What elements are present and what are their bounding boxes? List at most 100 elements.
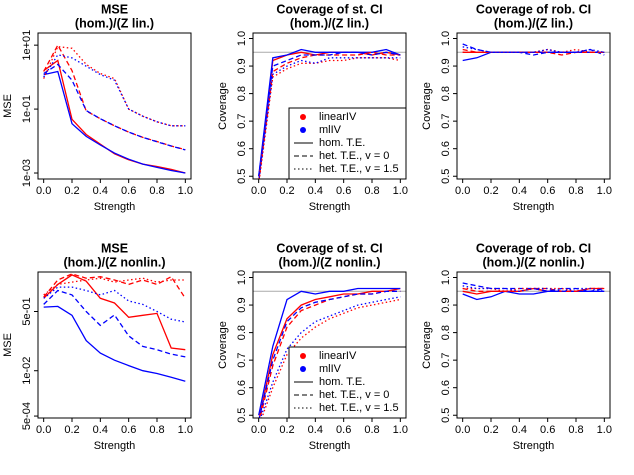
- series-line: [43, 54, 186, 127]
- x-tick-label: 0.6: [121, 185, 136, 197]
- panel: Coverage of rob. CI(hom.)/(Z nonlin.) Str…: [421, 241, 612, 452]
- legend-swatch: [300, 127, 306, 133]
- y-tick-label: 0.7: [236, 114, 248, 129]
- series-line: [43, 274, 186, 351]
- chart-title: MSE: [101, 241, 128, 255]
- series-line: [258, 287, 401, 416]
- chart-subtitle: (hom.)/(Z nonlin.): [278, 255, 380, 269]
- x-tick-label: 0.6: [540, 185, 555, 197]
- chart-title: Coverage of st. CI: [276, 241, 382, 255]
- series-line: [462, 290, 605, 301]
- panel: Coverage of st. CI(hom.)/(Z lin.) Strengt…: [217, 2, 408, 213]
- legend-label: het. T.E., v = 1.5: [319, 402, 399, 414]
- y-tick-label: 0.5: [440, 169, 452, 184]
- y-tick-label: 0.7: [440, 353, 452, 368]
- y-tick-label: 1e+01: [21, 30, 33, 61]
- chart-subtitle: (hom.)/(Z nonlin.): [482, 255, 584, 269]
- x-tick-label: 0.0: [251, 424, 266, 436]
- x-axis-label: Strength: [309, 201, 351, 213]
- y-tick-label: 1.0: [440, 270, 452, 285]
- y-tick-label: 0.9: [440, 297, 452, 312]
- y-axis-label: Coverage: [421, 321, 433, 369]
- series-line: [462, 282, 605, 292]
- x-tick-label: 0.2: [483, 185, 498, 197]
- y-tick-label: 0.8: [440, 86, 452, 101]
- panel: Coverage of st. CI(hom.)/(Z nonlin.) Stre…: [217, 241, 408, 452]
- y-tick-label: 1e-02: [21, 357, 33, 385]
- legend-label: mlIV: [319, 124, 342, 136]
- y-tick-label: 0.5: [236, 169, 248, 184]
- legend-label: linearIV: [319, 350, 357, 362]
- y-tick-label: 0.6: [440, 380, 452, 395]
- x-tick-label: 0.0: [455, 185, 470, 197]
- y-axis-label: MSE: [2, 94, 14, 118]
- y-tick-label: 0.9: [440, 58, 452, 73]
- y-tick-label: 1.0: [440, 31, 452, 46]
- y-axis-label: Coverage: [421, 82, 433, 130]
- series-line: [462, 51, 605, 62]
- x-tick-label: 0.2: [64, 185, 79, 197]
- series-line: [258, 290, 401, 418]
- x-tick-label: 1.0: [597, 185, 612, 197]
- x-tick-label: 1.0: [597, 424, 612, 436]
- x-axis-label: Strength: [94, 201, 136, 213]
- y-tick-label: 1.0: [236, 270, 248, 285]
- y-tick-label: 0.8: [236, 86, 248, 101]
- y-tick-label: 0.7: [440, 114, 452, 129]
- chart-title: Coverage of rob. CI: [476, 2, 591, 16]
- x-tick-label: 0.8: [149, 424, 164, 436]
- chart-subtitle: (hom.)/(Z lin.): [75, 16, 154, 30]
- series-line: [462, 287, 605, 295]
- chart-title: Coverage of rob. CI: [476, 241, 591, 255]
- y-tick-label: 5e-04: [21, 402, 33, 430]
- x-tick-label: 0.4: [93, 185, 108, 197]
- x-tick-label: 0.8: [364, 185, 379, 197]
- legend-label: het. T.E., v = 0: [319, 389, 389, 401]
- legend-label: het. T.E., v = 1.5: [319, 163, 399, 175]
- x-tick-label: 0.2: [279, 185, 294, 197]
- series-line: [258, 287, 401, 418]
- series-line: [258, 57, 401, 179]
- y-tick-label: 1.0: [236, 31, 248, 46]
- x-tick-label: 0.2: [483, 424, 498, 436]
- legend-label: mlIV: [319, 363, 342, 375]
- plot-frame: [37, 271, 192, 419]
- x-tick-label: 0.4: [512, 185, 527, 197]
- y-tick-label: 0.8: [236, 325, 248, 340]
- x-tick-label: 1.0: [178, 424, 193, 436]
- y-tick-label: 0.9: [236, 297, 248, 312]
- x-tick-label: 0.0: [36, 424, 51, 436]
- y-tick-label: 0.6: [236, 141, 248, 156]
- x-tick-label: 0.4: [308, 424, 323, 436]
- x-tick-label: 0.6: [336, 424, 351, 436]
- series-line: [43, 70, 186, 174]
- x-tick-label: 0.8: [149, 185, 164, 197]
- legend-label: het. T.E., v = 0: [319, 150, 389, 162]
- x-tick-label: 0.0: [455, 424, 470, 436]
- chart-title: MSE: [101, 2, 128, 16]
- y-tick-label: 0.6: [236, 380, 248, 395]
- y-tick-label: 0.5: [236, 408, 248, 423]
- x-tick-label: 1.0: [393, 424, 408, 436]
- series-line: [43, 286, 186, 323]
- y-tick-label: 1e-03: [21, 159, 33, 187]
- series-line: [462, 46, 605, 53]
- x-tick-label: 0.0: [36, 185, 51, 197]
- series-line: [43, 63, 186, 151]
- series-line: [43, 289, 186, 358]
- legend-label: hom. T.E.: [319, 137, 365, 149]
- legend-swatch: [300, 353, 306, 359]
- x-axis-label: Strength: [513, 201, 555, 213]
- x-tick-label: 0.8: [364, 424, 379, 436]
- legend-label: hom. T.E.: [319, 376, 365, 388]
- x-axis-label: Strength: [513, 440, 555, 452]
- series-line: [259, 296, 401, 418]
- x-tick-label: 1.0: [393, 185, 408, 197]
- x-tick-label: 0.2: [64, 424, 79, 436]
- y-tick-label: 0.6: [440, 141, 452, 156]
- x-tick-label: 0.4: [93, 424, 108, 436]
- series-line: [43, 305, 186, 382]
- series-line: [43, 273, 186, 299]
